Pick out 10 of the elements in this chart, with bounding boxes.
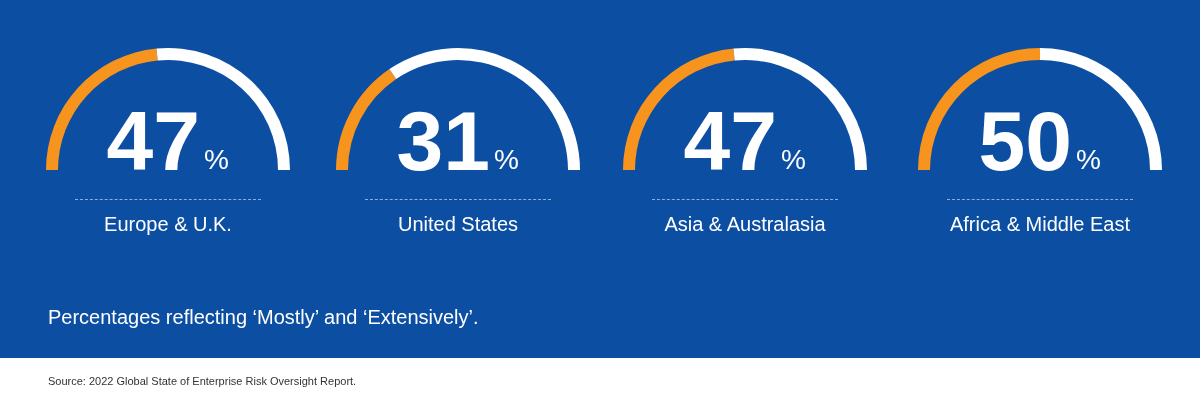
source-note: Source: 2022 Global State of Enterprise Risk Oversight Report.: [48, 375, 357, 387]
text: Asia & Australasia: [664, 213, 827, 235]
text: 47%: [106, 94, 229, 188]
text: United States: [397, 213, 519, 235]
text: Africa & Middle East: [949, 213, 1131, 235]
text: Europe & U.K.: [104, 213, 232, 235]
text: Percentages reflecting ‘Mostly’ and ‘Extensively’.: [48, 306, 479, 328]
text: 50%: [978, 94, 1101, 188]
text: 47%: [683, 94, 806, 188]
text: 31%: [396, 94, 519, 188]
